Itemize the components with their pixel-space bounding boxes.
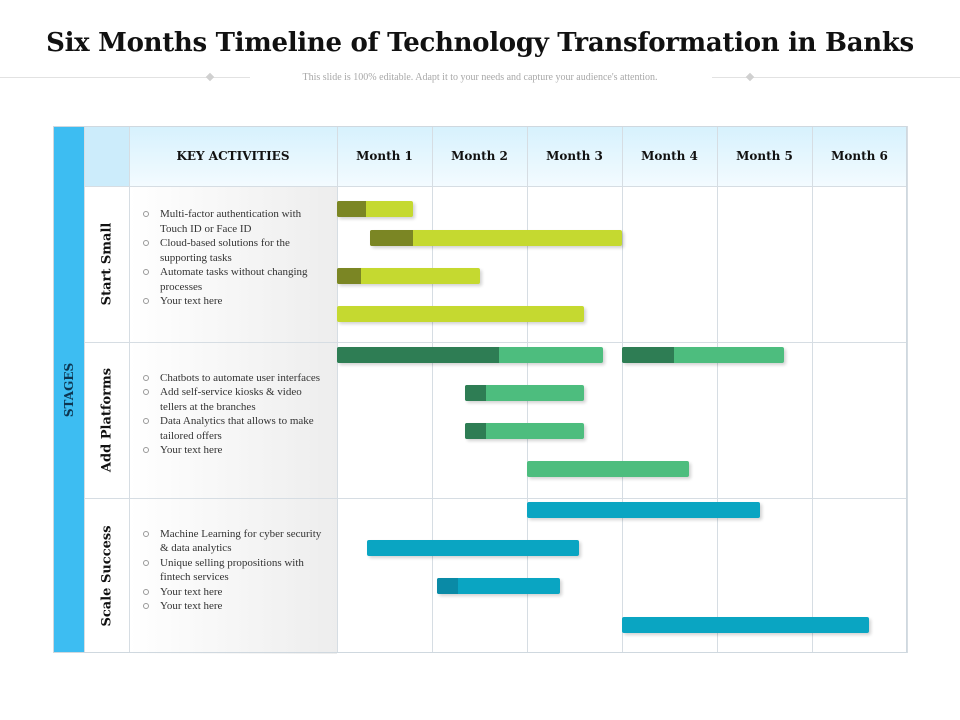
grid-line-activities bbox=[129, 126, 130, 653]
grid-line-month-5 bbox=[812, 126, 813, 653]
activities-cell-scale-success: Machine Learning for cyber security & da… bbox=[129, 498, 337, 654]
grid-line-row-2 bbox=[84, 498, 907, 499]
gantt-bar-progress bbox=[337, 268, 361, 284]
gantt-bar-progress bbox=[465, 385, 487, 401]
grid-line-row-1 bbox=[84, 342, 907, 343]
gantt-bar-progress bbox=[337, 201, 366, 217]
gantt-bar bbox=[436, 578, 561, 594]
grid-line-month-4 bbox=[717, 126, 718, 653]
activity-item: Multi-factor authentication with Touch I… bbox=[143, 207, 327, 236]
gantt-bar bbox=[465, 385, 584, 401]
month-header-3: Month 3 bbox=[546, 149, 603, 163]
gantt-bar bbox=[527, 461, 689, 477]
activity-item: Cloud-based solutions for the supporting… bbox=[143, 236, 327, 265]
activity-item: Your text here bbox=[143, 599, 327, 614]
month-header-6: Month 6 bbox=[831, 149, 888, 163]
grid-line-row-0 bbox=[84, 186, 907, 187]
activity-item: Machine Learning for cyber security & da… bbox=[143, 527, 327, 556]
gantt-bar-progress bbox=[465, 423, 487, 439]
activities-cell-start-small: Multi-factor authentication with Touch I… bbox=[129, 186, 337, 342]
activity-list: Chatbots to automate user interfaces Add … bbox=[143, 371, 327, 458]
grid-line-stage bbox=[84, 126, 85, 653]
stage-column-header bbox=[84, 126, 129, 186]
grid-line-month-6 bbox=[907, 126, 908, 653]
gantt-bar bbox=[337, 268, 480, 284]
activities-cell-add-platforms: Chatbots to automate user interfaces Add … bbox=[129, 342, 337, 498]
gantt-bar bbox=[367, 540, 580, 556]
month-header-5: Month 5 bbox=[736, 149, 793, 163]
chart-frame bbox=[53, 126, 907, 653]
gantt-bar-progress bbox=[622, 347, 675, 363]
gantt-bar-progress bbox=[337, 347, 499, 363]
subtitle: This slide is 100% editable. Adapt it to… bbox=[302, 72, 658, 83]
activity-item: Data Analytics that allows to make tailo… bbox=[143, 414, 327, 443]
gantt-bar bbox=[465, 423, 584, 439]
activity-list: Multi-factor authentication with Touch I… bbox=[143, 207, 327, 309]
key-activities-header: KEY ACTIVITIES bbox=[176, 149, 290, 163]
subtitle-rule-left bbox=[0, 77, 250, 78]
gantt-bar bbox=[527, 502, 760, 518]
activity-item: Chatbots to automate user interfaces bbox=[143, 371, 327, 386]
gantt-bar bbox=[370, 230, 622, 246]
activity-item: Your text here bbox=[143, 585, 327, 600]
gantt-bar bbox=[337, 306, 584, 322]
activity-list: Machine Learning for cyber security & da… bbox=[143, 527, 327, 614]
grid-line-month-0 bbox=[337, 126, 338, 653]
gantt-bar bbox=[337, 201, 413, 217]
activity-item: Unique selling propositions with fintech… bbox=[143, 556, 327, 585]
gantt-bar-progress bbox=[370, 230, 413, 246]
grid-line-month-1 bbox=[432, 126, 433, 653]
month-header-1: Month 1 bbox=[356, 149, 413, 163]
header-row bbox=[84, 126, 907, 186]
month-header-4: Month 4 bbox=[641, 149, 698, 163]
activity-item: Automate tasks without changing processe… bbox=[143, 265, 327, 294]
gantt-bar bbox=[337, 347, 603, 363]
activity-item: Your text here bbox=[143, 443, 327, 458]
activity-item: Add self-service kiosks & video tellers … bbox=[143, 385, 327, 414]
grid-line-month-3 bbox=[622, 126, 623, 653]
month-header-2: Month 2 bbox=[451, 149, 508, 163]
activity-item: Your text here bbox=[143, 294, 327, 309]
subtitle-rule-right bbox=[712, 77, 960, 78]
gantt-bar bbox=[622, 347, 784, 363]
gantt-bar-progress bbox=[436, 578, 458, 594]
gantt-bar bbox=[622, 617, 869, 633]
page-title: Six Months Timeline of Technology Transf… bbox=[46, 28, 914, 58]
stages-bar bbox=[53, 126, 84, 653]
